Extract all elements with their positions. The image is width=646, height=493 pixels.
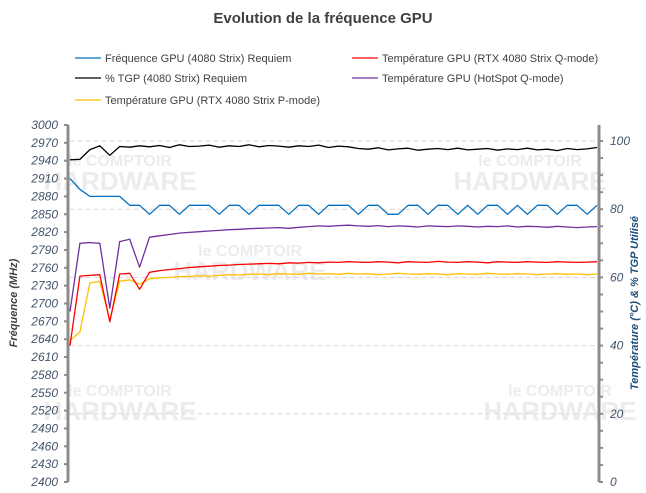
legend-item: Fréquence GPU (4080 Strix) Requiem (75, 53, 291, 65)
legend-item: Température GPU (RTX 4080 Strix Q-mode) (352, 53, 598, 65)
right-axis: 0 20 40 60 80 100 (597, 125, 630, 489)
left-tick-label: 2730 (30, 279, 58, 293)
right-axis-title: Température (°C) & % TGP Utilisé (629, 216, 641, 390)
left-tick-label: 2790 (30, 243, 58, 257)
right-tick-label: 0 (610, 475, 617, 489)
right-tick-label: 80 (610, 202, 624, 216)
watermark-text: le COMPTOIR (198, 243, 302, 260)
legend-label: Température GPU (HotSpot Q-mode) (382, 73, 564, 85)
left-tick-label: 2580 (30, 368, 58, 382)
left-tick-label: 2880 (30, 189, 58, 203)
left-tick-label: 2670 (30, 314, 58, 328)
left-axis: 3000 2970 2940 2910 2880 2850 2820 2790 2760 2730… (30, 118, 70, 489)
left-tick-label: 2460 (30, 439, 58, 453)
left-tick-label: 2850 (30, 207, 58, 221)
watermark-text: HARDWARE (173, 256, 326, 286)
legend-label: Température GPU (RTX 4080 Strix Q-mode) (382, 53, 598, 65)
chart-title: Evolution de la fréquence GPU (213, 10, 432, 27)
left-tick-label: 2490 (30, 421, 58, 435)
watermark-text: le COMPTOIR (478, 153, 582, 170)
series-line-2 (69, 260, 598, 346)
left-tick-label: 2940 (30, 154, 58, 168)
right-tick-label: 40 (610, 339, 624, 353)
right-tick-label: 100 (610, 134, 630, 148)
series-line-4 (69, 272, 598, 341)
legend-item: Température GPU (RTX 4080 Strix P-mode) (75, 95, 320, 107)
series-line-3 (69, 224, 598, 312)
right-tick-label: 20 (609, 407, 624, 421)
left-tick-label: 3000 (31, 118, 58, 132)
legend-item: Température GPU (HotSpot Q-mode) (352, 73, 564, 85)
left-tick-label: 2610 (30, 350, 58, 364)
legend: Fréquence GPU (4080 Strix) Requiem Tempér… (75, 53, 598, 107)
watermark-text: le COMPTOIR (508, 383, 612, 400)
right-tick-label: 60 (610, 270, 624, 284)
series-line-1 (69, 144, 598, 161)
watermark-text: HARDWARE (453, 166, 606, 196)
left-tick-label: 2970 (30, 136, 58, 150)
left-axis-title: Fréquence (MHz) (8, 258, 20, 347)
legend-item: % TGP (4080 Strix) Requiem (75, 73, 247, 85)
left-tick-label: 2400 (30, 475, 58, 489)
left-tick-label: 2640 (30, 332, 58, 346)
watermark-text: HARDWARE (43, 166, 196, 196)
left-tick-label: 2430 (30, 457, 58, 471)
series-lines (69, 144, 598, 346)
left-tick-label: 2700 (30, 297, 58, 311)
left-tick-label: 2910 (30, 172, 58, 186)
series-line-0 (69, 178, 598, 215)
left-tick-label: 2820 (30, 225, 58, 239)
legend-label: Température GPU (RTX 4080 Strix P-mode) (105, 95, 320, 107)
left-tick-label: 2550 (30, 386, 58, 400)
watermark-text: HARDWARE (483, 396, 636, 426)
watermark-text: le COMPTOIR (68, 153, 172, 170)
legend-label: Fréquence GPU (4080 Strix) Requiem (105, 53, 291, 65)
left-tick-label: 2520 (30, 404, 58, 418)
watermark-text: le COMPTOIR (68, 383, 172, 400)
left-tick-label: 2760 (30, 261, 58, 275)
legend-label: % TGP (4080 Strix) Requiem (105, 73, 247, 85)
